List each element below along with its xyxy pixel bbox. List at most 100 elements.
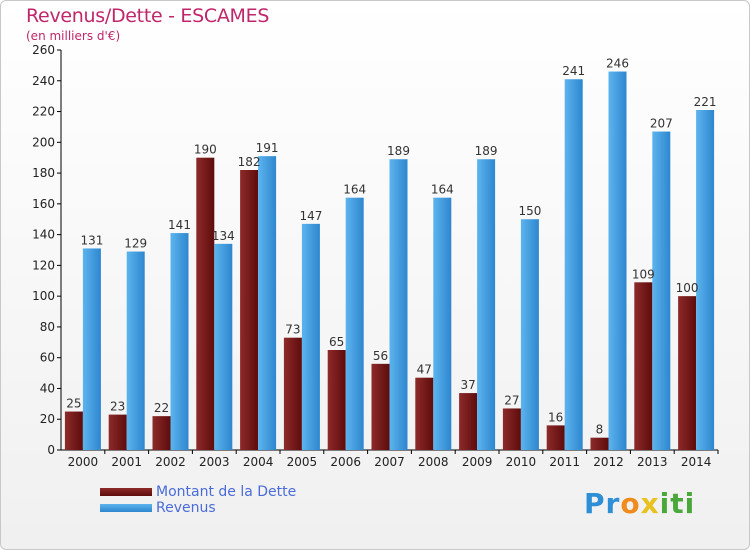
bar-debt-2006 [327,350,346,450]
bar-debt-2007 [371,363,390,450]
y-tick-label: 200 [32,135,55,149]
bar-revenus-2003 [214,243,233,450]
legend-swatch-revenus [100,504,152,512]
label-revenus-2007: 189 [387,144,410,158]
bar-debt-2009 [459,393,478,450]
bar-revenus-2002 [170,233,189,450]
y-tick-label: 20 [40,412,55,426]
bar-revenus-2014 [696,110,715,450]
label-revenus-2006: 164 [343,183,366,197]
x-tick-label: 2002 [155,455,186,469]
chart-title: Revenus/Dette - ESCAMES [26,5,270,27]
bar-debt-2000 [64,411,83,450]
label-debt-2002: 22 [154,401,169,415]
bar-debt-2012 [590,437,609,450]
label-debt-2004: 182 [238,155,261,169]
bar-debt-2001 [108,414,127,450]
bar-revenus-2006 [345,197,364,450]
label-debt-2006: 65 [329,335,344,349]
y-tick-label: 0 [47,443,55,457]
bar-debt-2004 [240,170,259,450]
x-tick-label: 2007 [374,455,405,469]
bar-debt-2013 [634,282,653,450]
y-tick-label: 220 [32,105,55,119]
y-tick-label: 240 [32,74,55,88]
bar-debt-2003 [196,157,215,450]
bar-revenus-2011 [564,79,583,450]
bar-revenus-2012 [608,71,627,451]
bar-revenus-2010 [520,219,539,450]
legend-swatch-debt [100,488,152,496]
label-revenus-2004: 191 [256,141,279,155]
label-revenus-2000: 131 [80,233,103,247]
logo-part-2: o [620,487,641,520]
label-debt-2011: 16 [548,410,563,424]
legend-label-revenus: Revenus [156,500,216,516]
x-tick-label: 2014 [681,455,712,469]
y-tick-label: 80 [40,320,55,334]
bar-revenus-2004 [258,156,277,450]
label-revenus-2008: 164 [431,183,454,197]
label-debt-2012: 8 [596,423,604,437]
bar-debt-2014 [678,296,697,450]
y-tick-label: 120 [32,258,55,272]
label-debt-2005: 73 [285,323,300,337]
label-revenus-2009: 189 [475,144,498,158]
bar-revenus-2007 [389,159,408,450]
label-revenus-2013: 207 [650,117,673,131]
y-tick-label: 160 [32,197,55,211]
label-revenus-2014: 221 [694,95,717,109]
logo-part-3: x [640,487,660,520]
x-tick-label: 2004 [243,455,274,469]
y-tick-label: 40 [40,381,55,395]
x-tick-label: 2006 [330,455,361,469]
bar-revenus-2008 [433,197,452,450]
label-revenus-2011: 241 [562,64,585,78]
x-tick-label: 2001 [111,455,142,469]
proxiti-logo: Proxiti [584,487,695,520]
axes: 0 20 40 60 80 100 120 140 160 180 200 220 240 260 2000… [32,43,719,469]
label-debt-2013: 109 [632,267,655,281]
label-debt-2009: 37 [460,378,475,392]
legend-label-debt: Montant de la Dette [156,484,297,500]
x-tick-label: 2012 [593,455,624,469]
x-tick-label: 2011 [549,455,580,469]
label-revenus-2002: 141 [168,218,191,232]
x-tick-label: 2010 [506,455,537,469]
bar-debt-2011 [546,425,565,450]
x-tick-label: 2005 [287,455,318,469]
label-debt-2008: 47 [417,363,432,377]
y-tick-label: 180 [32,166,55,180]
logo-part-1: Pr [584,487,621,520]
label-debt-2014: 100 [676,281,699,295]
x-tick-label: 2008 [418,455,449,469]
bar-debt-2002 [152,416,171,450]
bar-debt-2010 [502,408,521,450]
label-revenus-2012: 246 [606,57,629,71]
logo-part-4: iti [659,487,696,520]
y-tick-label: 100 [32,289,55,303]
label-revenus-2003: 134 [212,229,235,243]
y-tick-label: 140 [32,228,55,242]
label-debt-2007: 56 [373,349,388,363]
label-debt-2001: 23 [110,400,125,414]
x-tick-label: 2000 [68,455,99,469]
label-revenus-2001: 129 [124,237,147,251]
x-tick-label: 2003 [199,455,230,469]
label-revenus-2010: 150 [518,204,541,218]
bar-revenus-2013 [652,131,671,451]
bar-debt-2008 [415,377,434,450]
x-tick-label: 2013 [637,455,668,469]
label-revenus-2005: 147 [299,209,322,223]
bar-debt-2005 [283,337,302,450]
y-tick-label: 260 [32,43,55,57]
label-debt-2010: 27 [504,393,519,407]
bar-revenus-2005 [301,223,320,450]
chart-subtitle: (en milliers d'€) [26,29,121,43]
x-tick-label: 2009 [462,455,493,469]
label-debt-2003: 190 [194,143,217,157]
bars [64,71,715,451]
label-debt-2000: 25 [66,397,81,411]
